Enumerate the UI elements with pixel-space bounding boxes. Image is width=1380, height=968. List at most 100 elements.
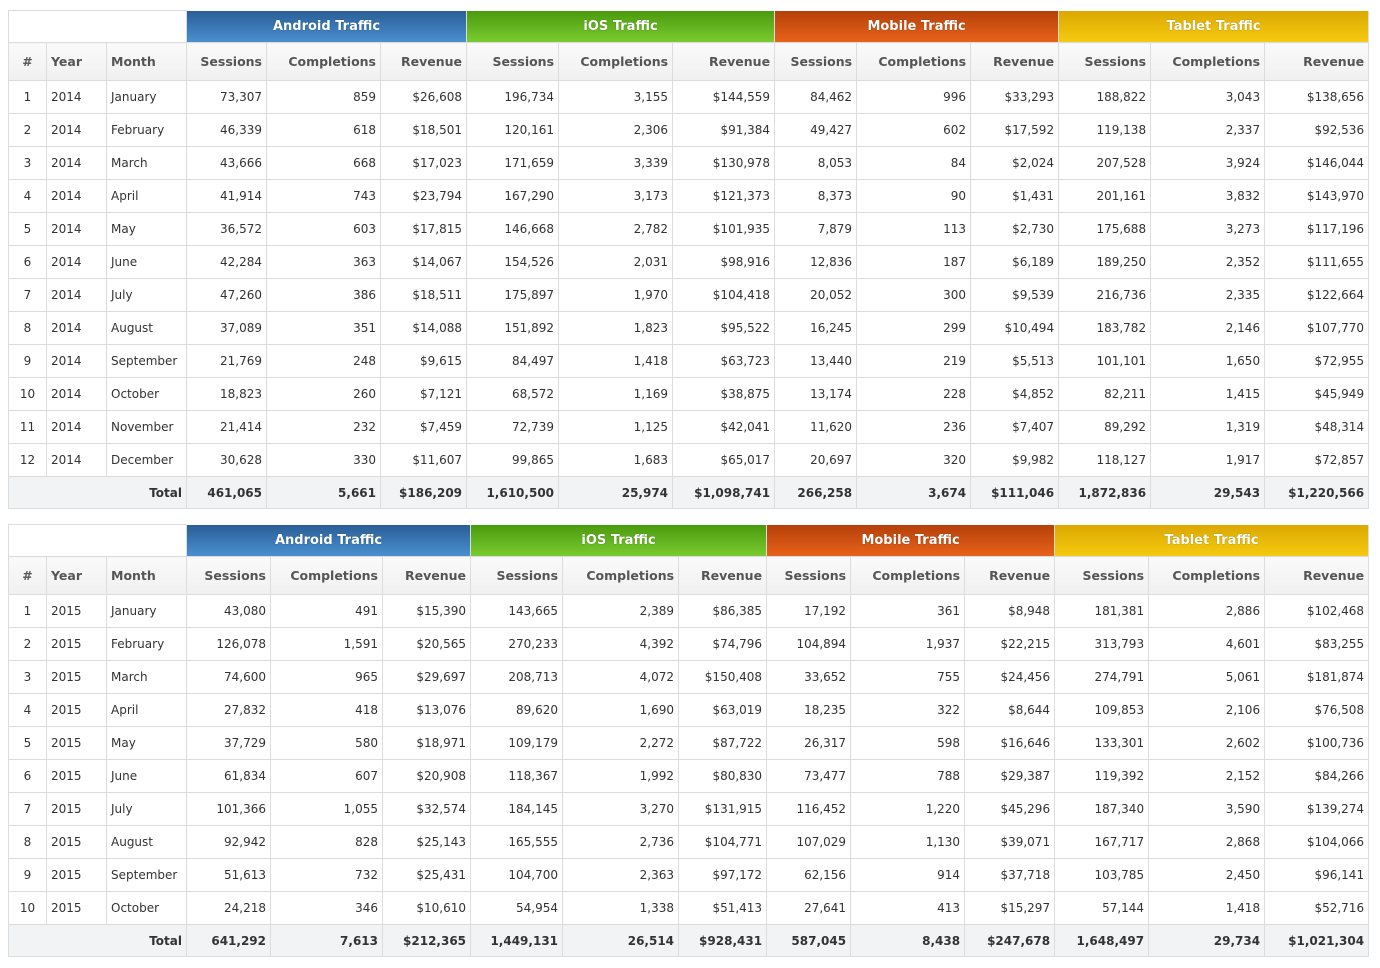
- table-cell: $14,067: [379, 245, 468, 279]
- table-cell: 2,868: [1148, 825, 1266, 859]
- table-cell: 113: [856, 212, 972, 246]
- table-cell: 228: [856, 377, 972, 411]
- table-cell: 2,337: [1150, 113, 1266, 147]
- column-header-index[interactable]: #: [8, 556, 47, 595]
- table-row: 2 2015 February 126,078 1,591 $20,565 270,233 4…: [8, 627, 1370, 661]
- table-cell: $18,501: [379, 113, 468, 147]
- table-cell: 187,340: [1054, 792, 1150, 826]
- column-header-android-completions[interactable]: Completions: [270, 556, 383, 595]
- table-cell: $72,857: [1264, 443, 1370, 477]
- table-cell: 11,620: [774, 410, 858, 444]
- table-cell: $16,646: [964, 726, 1056, 760]
- table-row: 7 2014 July 47,260 386 $18,511 175,897 1,970 $10…: [8, 278, 1370, 312]
- table-cell: 107,029: [766, 825, 852, 859]
- table-cell: $14,088: [379, 311, 468, 345]
- table-cell: 2014: [46, 245, 107, 279]
- table-cell: 2: [8, 113, 47, 147]
- table-cell: 9: [8, 858, 47, 892]
- column-header-ios-sessions[interactable]: Sessions: [466, 42, 560, 81]
- column-header-tablet-revenue[interactable]: Revenue: [1264, 42, 1370, 81]
- column-header-month[interactable]: Month: [106, 556, 187, 595]
- column-header-android-revenue[interactable]: Revenue: [381, 556, 472, 595]
- table-cell: $104,418: [672, 278, 776, 312]
- column-header-mobile-revenue[interactable]: Revenue: [964, 556, 1056, 595]
- column-header-mobile-completions[interactable]: Completions: [856, 42, 972, 81]
- column-header-mobile-revenue[interactable]: Revenue: [970, 42, 1060, 81]
- group-header-ios: iOS Traffic: [466, 10, 776, 43]
- table-cell: $74,796: [678, 627, 768, 661]
- table-row: 4 2015 April 27,832 418 $13,076 89,620 1,690 $63…: [8, 693, 1370, 727]
- total-cell: $1,021,304: [1264, 924, 1370, 957]
- table-cell: $20,565: [381, 627, 472, 661]
- table-cell: 2014: [46, 80, 107, 114]
- table-cell: 2015: [46, 693, 107, 727]
- table-cell: $24,456: [964, 660, 1056, 694]
- column-header-ios-completions[interactable]: Completions: [562, 556, 680, 595]
- column-header-month[interactable]: Month: [106, 42, 187, 81]
- total-cell: 26,514: [562, 924, 680, 957]
- table-cell: $7,121: [379, 377, 468, 411]
- column-header-index[interactable]: #: [8, 42, 47, 81]
- table-cell: October: [106, 377, 187, 411]
- column-header-mobile-sessions[interactable]: Sessions: [766, 556, 852, 595]
- table-cell: 21,414: [186, 410, 267, 444]
- column-header-android-sessions[interactable]: Sessions: [186, 556, 271, 595]
- column-header-year[interactable]: Year: [46, 42, 107, 81]
- table-cell: 602: [856, 113, 972, 147]
- table-cell: 3,590: [1148, 792, 1266, 826]
- column-header-row: # Year Month Sessions Completions Revenue Sess…: [8, 42, 1370, 81]
- column-header-tablet-completions[interactable]: Completions: [1150, 42, 1266, 81]
- table-cell: 3,924: [1150, 146, 1266, 180]
- column-header-ios-revenue[interactable]: Revenue: [678, 556, 768, 595]
- column-header-android-revenue[interactable]: Revenue: [379, 42, 468, 81]
- group-header-row: Android Traffic iOS Traffic Mobile Traffic…: [8, 10, 1370, 43]
- table-cell: 82,211: [1058, 377, 1152, 411]
- table-cell: 9: [8, 344, 47, 378]
- table-cell: July: [106, 278, 187, 312]
- table-cell: 27,641: [766, 891, 852, 925]
- column-header-android-sessions[interactable]: Sessions: [186, 42, 267, 81]
- table-cell: June: [106, 245, 187, 279]
- column-header-mobile-completions[interactable]: Completions: [850, 556, 966, 595]
- table-cell: 47,260: [186, 278, 267, 312]
- table-cell: 11: [8, 410, 47, 444]
- group-header-ios: iOS Traffic: [470, 524, 768, 557]
- column-header-year[interactable]: Year: [46, 556, 107, 595]
- table-cell: 914: [850, 858, 966, 892]
- column-header-android-completions[interactable]: Completions: [266, 42, 381, 81]
- table-cell: $25,431: [381, 858, 472, 892]
- table-cell: September: [106, 344, 187, 378]
- table-cell: 2014: [46, 443, 107, 477]
- table-cell: 41,914: [186, 179, 267, 213]
- table-cell: April: [106, 693, 187, 727]
- table-cell: $95,522: [672, 311, 776, 345]
- column-header-ios-revenue[interactable]: Revenue: [672, 42, 776, 81]
- table-cell: 188,822: [1058, 80, 1152, 114]
- column-header-tablet-sessions[interactable]: Sessions: [1054, 556, 1150, 595]
- table-cell: $181,874: [1264, 660, 1370, 694]
- table-cell: 103,785: [1054, 858, 1150, 892]
- table-cell: $86,385: [678, 594, 768, 628]
- column-header-tablet-completions[interactable]: Completions: [1148, 556, 1266, 595]
- table-cell: $32,574: [381, 792, 472, 826]
- table-cell: 788: [850, 759, 966, 793]
- table-cell: 219: [856, 344, 972, 378]
- total-cell: 8,438: [850, 924, 966, 957]
- table-cell: $37,718: [964, 858, 1056, 892]
- table-cell: September: [106, 858, 187, 892]
- table-row: 5 2015 May 37,729 580 $18,971 109,179 2,272 $87,…: [8, 726, 1370, 760]
- group-header-mobile: Mobile Traffic: [766, 524, 1056, 557]
- column-header-ios-sessions[interactable]: Sessions: [470, 556, 564, 595]
- table-cell: 2,335: [1150, 278, 1266, 312]
- table-cell: $101,935: [672, 212, 776, 246]
- table-cell: $117,196: [1264, 212, 1370, 246]
- table-cell: 1,418: [558, 344, 674, 378]
- column-header-tablet-sessions[interactable]: Sessions: [1058, 42, 1152, 81]
- total-cell: $1,098,741: [672, 476, 776, 509]
- table-cell: 109,179: [470, 726, 564, 760]
- column-header-tablet-revenue[interactable]: Revenue: [1264, 556, 1370, 595]
- column-header-ios-completions[interactable]: Completions: [558, 42, 674, 81]
- table-cell: 7,879: [774, 212, 858, 246]
- column-header-mobile-sessions[interactable]: Sessions: [774, 42, 858, 81]
- table-cell: 2015: [46, 825, 107, 859]
